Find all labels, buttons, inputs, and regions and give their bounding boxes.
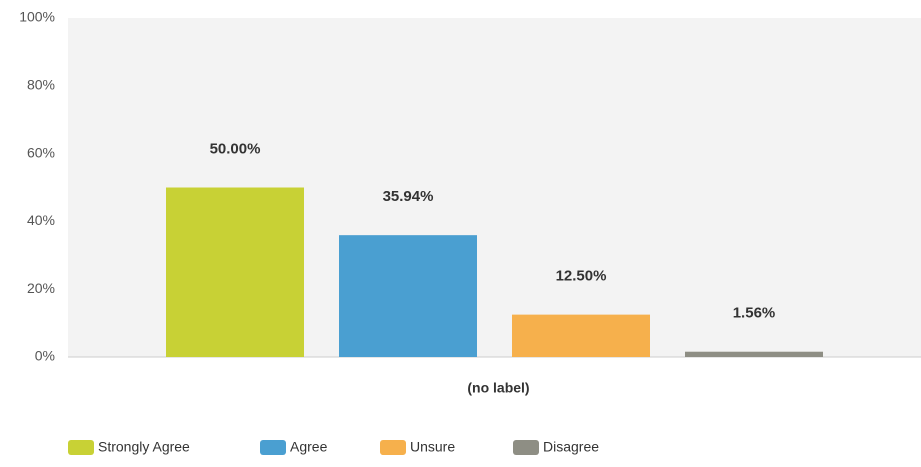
x-tick-label: (no label)	[467, 380, 529, 396]
bar	[685, 351, 823, 357]
y-tick-label: 100%	[19, 9, 55, 25]
y-tick-label: 0%	[35, 348, 55, 364]
y-tick-label: 20%	[27, 280, 55, 296]
bar	[339, 235, 477, 357]
y-tick-label: 60%	[27, 144, 55, 160]
y-tick-label: 40%	[27, 212, 55, 228]
legend-label: Disagree	[543, 439, 599, 455]
legend-swatch	[513, 440, 539, 455]
legend-swatch	[260, 440, 286, 455]
bar	[166, 187, 304, 357]
legend-label: Strongly Agree	[98, 439, 190, 455]
legend-label: Agree	[290, 439, 328, 455]
value-label: 1.56%	[733, 305, 776, 322]
value-label: 50.00%	[210, 140, 261, 157]
y-tick-label: 80%	[27, 77, 55, 93]
legend-swatch	[380, 440, 406, 455]
value-label: 12.50%	[556, 268, 607, 285]
legend-swatch	[68, 440, 94, 455]
value-label: 35.94%	[383, 188, 434, 205]
bar	[512, 314, 650, 357]
legend-label: Unsure	[410, 439, 455, 455]
